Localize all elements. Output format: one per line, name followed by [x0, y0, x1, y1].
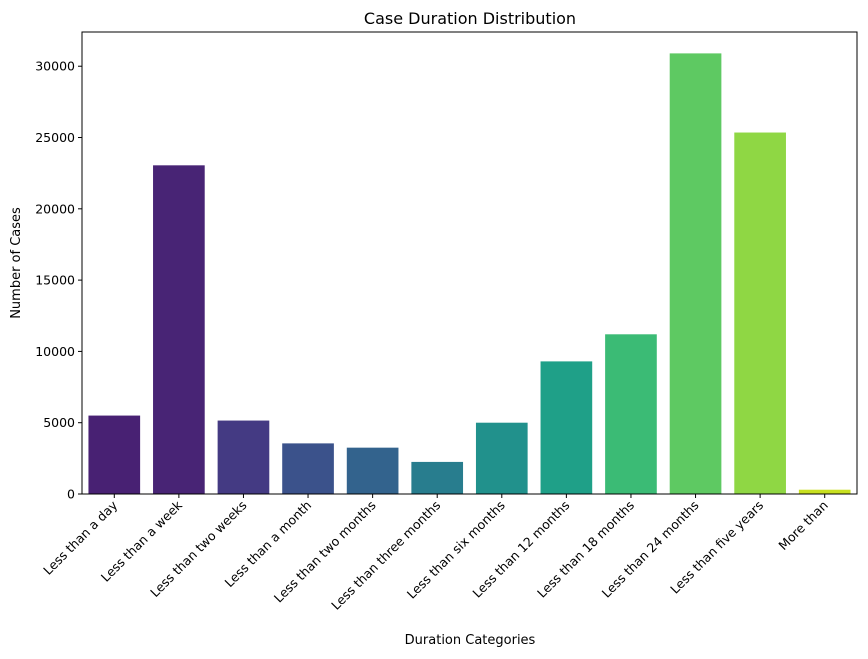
y-tick-label: 0	[67, 487, 75, 502]
bar-2	[217, 420, 270, 494]
y-tick-label: 10000	[35, 344, 75, 359]
bar-8	[605, 334, 657, 494]
bars-group	[88, 53, 851, 495]
y-tick-label: 15000	[35, 273, 75, 288]
bar-11	[798, 489, 851, 494]
bar-9	[669, 53, 722, 495]
y-axis: 0 5000 10000 15000 20000 25000 30000	[35, 59, 82, 502]
bar-6	[475, 422, 528, 494]
bar-0	[88, 415, 141, 494]
bar-3	[282, 443, 334, 494]
y-tick-label: 5000	[43, 415, 75, 430]
x-axis-label: Duration Categories	[405, 633, 536, 648]
y-tick-label: 25000	[35, 130, 75, 145]
bar-7	[540, 361, 593, 494]
y-axis-label: Number of Cases	[9, 207, 24, 319]
bar-5	[411, 461, 464, 494]
x-tick-label: More than	[775, 498, 830, 553]
bar-4	[346, 447, 399, 494]
bar-1	[153, 165, 205, 494]
chart-title: Case Duration Distribution	[364, 9, 576, 28]
bar-10	[734, 132, 786, 494]
x-tick-label: Less than three months	[328, 498, 443, 613]
plot-frame	[81, 31, 858, 495]
y-tick-label: 20000	[35, 201, 75, 216]
y-tick-label: 30000	[35, 59, 75, 74]
